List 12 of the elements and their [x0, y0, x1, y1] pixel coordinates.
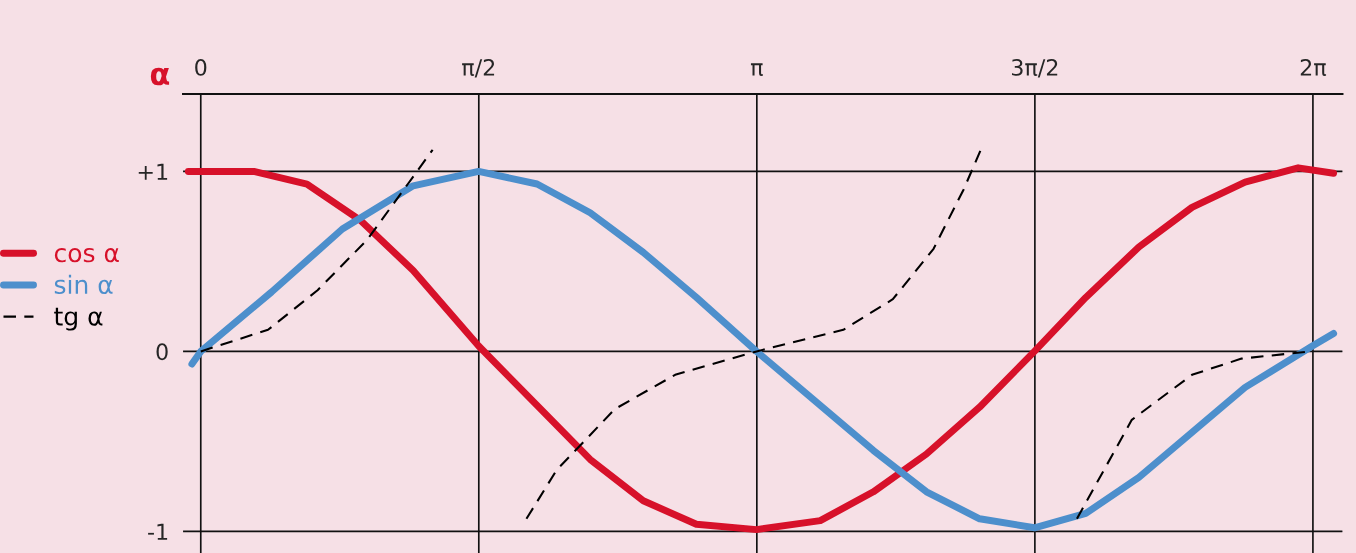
- x-tick-label: 3π/2: [1012, 59, 1058, 78]
- x-tick-label: π: [750, 63, 763, 76]
- x-tick-label: π/2: [462, 59, 495, 78]
- legend-label: tg α: [54, 307, 103, 331]
- legend-label: sin α: [54, 274, 113, 295]
- y-tick-label: -1: [148, 523, 168, 540]
- x-tick-label: 0: [195, 59, 207, 76]
- y-tick-label: 0: [156, 343, 168, 361]
- legend-label: cos α: [54, 247, 119, 263]
- x-axis-title: α: [150, 67, 170, 86]
- x-tick-label: 2π: [1300, 59, 1327, 76]
- y-tick-label: +1: [138, 163, 168, 180]
